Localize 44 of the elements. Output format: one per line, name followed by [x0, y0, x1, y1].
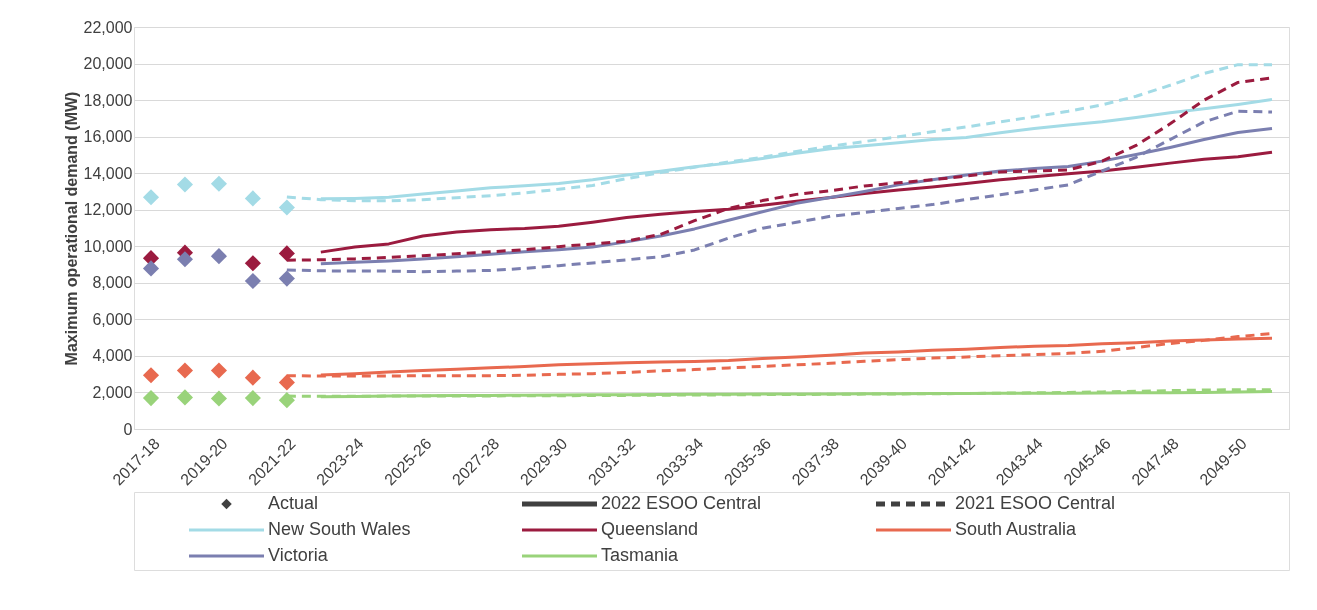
point [142, 260, 160, 277]
legend-label: 2022 ESOO Central [601, 493, 762, 513]
point [278, 245, 295, 262]
line-series [285, 63, 1274, 203]
point [278, 374, 295, 391]
point [210, 390, 227, 407]
point [142, 367, 160, 384]
y-tick-label: 22,000 [83, 18, 133, 36]
legend-label: Queensland [601, 519, 699, 539]
point [244, 272, 261, 290]
point [176, 251, 194, 268]
legend-label: New South Wales [268, 519, 411, 539]
y-tick-label: 6,000 [92, 310, 133, 328]
point [244, 255, 261, 272]
y-axis-title: Maximum operational demand (MW) [62, 91, 80, 366]
legend-label: 2021 ESOO Central [955, 493, 1116, 513]
y-tick-label: 0 [123, 420, 133, 438]
legend-label: South Australia [955, 519, 1078, 539]
point [244, 390, 261, 407]
y-tick-label: 8,000 [92, 274, 133, 292]
y-tick-label: 10,000 [83, 237, 133, 255]
point [278, 392, 295, 409]
point [244, 190, 261, 207]
y-tick-label: 4,000 [92, 347, 133, 365]
point [244, 369, 261, 386]
y-tick-label: 16,000 [83, 128, 133, 146]
point [142, 390, 160, 407]
legend-label: Victoria [268, 545, 329, 565]
point [176, 362, 194, 379]
y-tick-label: 12,000 [83, 201, 133, 219]
y-tick-label: 2,000 [92, 383, 133, 401]
point [278, 199, 295, 216]
point [142, 189, 160, 206]
point [278, 270, 295, 287]
y-tick-label: 20,000 [83, 55, 133, 73]
point [176, 176, 194, 193]
point [210, 175, 227, 192]
y-tick-label: 18,000 [83, 91, 133, 109]
point [210, 362, 227, 379]
point [176, 389, 194, 406]
legend-label: Actual [268, 493, 319, 513]
point [210, 248, 227, 265]
y-tick-label: 14,000 [83, 164, 133, 182]
legend-label: Tasmania [601, 545, 680, 565]
